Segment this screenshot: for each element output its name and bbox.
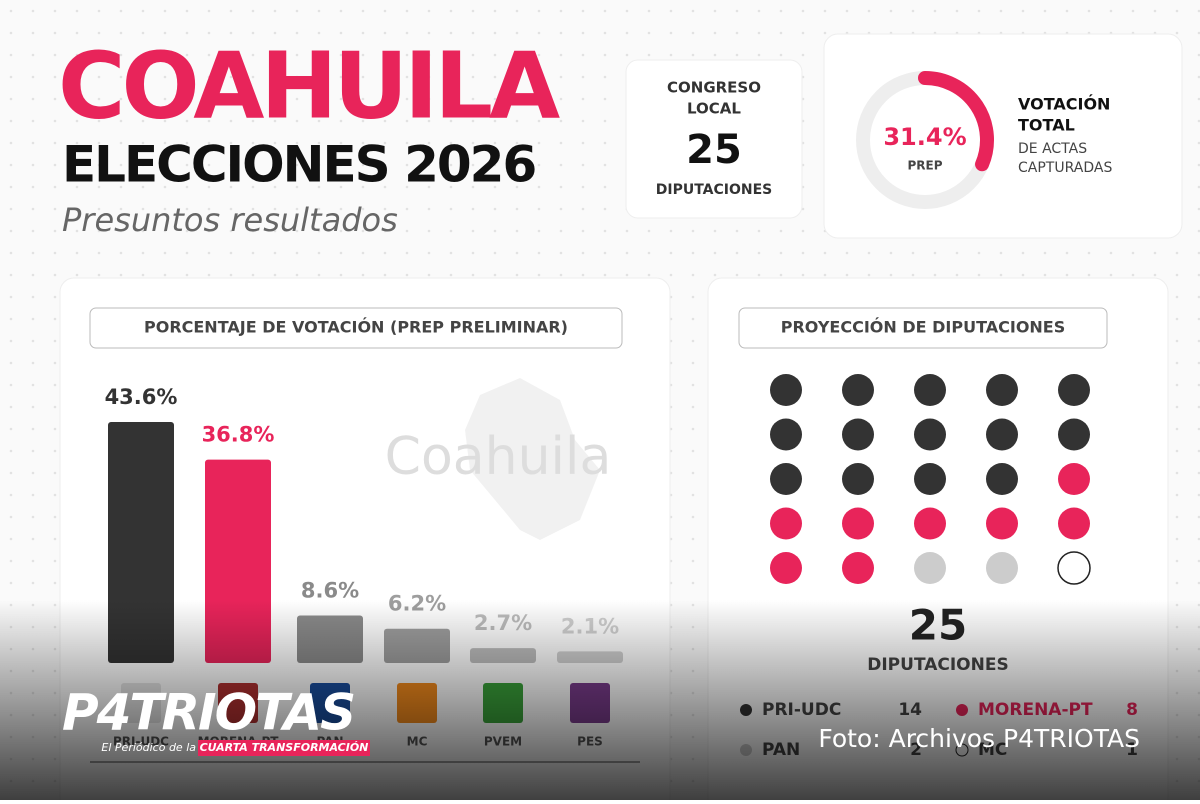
seat-dot (1058, 418, 1090, 451)
map-label: Coahuila (385, 427, 612, 487)
chart-title: PORCENTAJE DE VOTACIÓN (PREP PRELIMINAR) (144, 318, 568, 337)
card-desc: DE ACTAS (1018, 141, 1087, 157)
card-unit: DIPUTACIONES (656, 182, 773, 198)
card-label: CONGRESO (667, 79, 761, 97)
seat-dot (986, 507, 1018, 540)
card (823, 33, 1183, 239)
brand-tag: El Periódico de la (101, 741, 196, 754)
seat-dot (914, 507, 946, 540)
seat-dot (770, 552, 802, 584)
seat-dot (914, 463, 946, 495)
seat-dot (842, 507, 874, 540)
seat-dot (842, 552, 874, 584)
seat-dot (1057, 551, 1091, 585)
card-desc: CAPTURADAS (1018, 160, 1112, 176)
seat-dot (914, 552, 946, 584)
title: COAHUILA (58, 32, 560, 139)
donut-arc (918, 71, 994, 172)
seat-dot (1058, 463, 1090, 495)
seat-dot (842, 463, 874, 495)
seat-dot (914, 374, 946, 406)
card-label: TOTAL (1018, 116, 1075, 135)
seat-dot (914, 418, 946, 451)
photo-credit: Foto: Archivos P4TRIOTAS (818, 724, 1140, 753)
card-label: LOCAL (687, 100, 741, 118)
overlay (0, 600, 1200, 800)
map-shape (465, 378, 600, 540)
seat-dot (1058, 507, 1090, 540)
seat-dot (986, 418, 1018, 451)
seat-dot (770, 374, 802, 406)
card-number: 25 (686, 127, 742, 173)
seat-dot (1058, 374, 1090, 406)
subtitle: ELECCIONES 2026 (62, 136, 535, 194)
seat-dot (770, 418, 802, 451)
card-label: VOTACIÓN (1018, 95, 1110, 114)
value-label: 43.6% (105, 385, 178, 409)
chart-title-box (738, 307, 1108, 349)
seat-dot (986, 552, 1018, 584)
seat-dot (842, 374, 874, 406)
seat-dot (770, 507, 802, 540)
donut-label: PREP (907, 159, 942, 173)
seat-dot (986, 463, 1018, 495)
brand-tag-box (198, 740, 370, 756)
seat-dot (770, 463, 802, 495)
value-label: 8.6% (301, 578, 359, 602)
donut-value: 31.4% (883, 123, 966, 151)
chart-title: PROYECCIÓN DE DIPUTACIONES (781, 318, 1066, 337)
chart-title-box (89, 307, 623, 349)
seat-dot (986, 374, 1018, 406)
value-label: 36.8% (202, 423, 275, 447)
brand: P4TRIOTAS (62, 684, 354, 742)
tagline: Presuntos resultados (62, 201, 398, 239)
brand-tag: CUARTA TRANSFORMACIÓN (200, 741, 369, 754)
card (625, 59, 803, 219)
seat-dot (842, 418, 874, 451)
